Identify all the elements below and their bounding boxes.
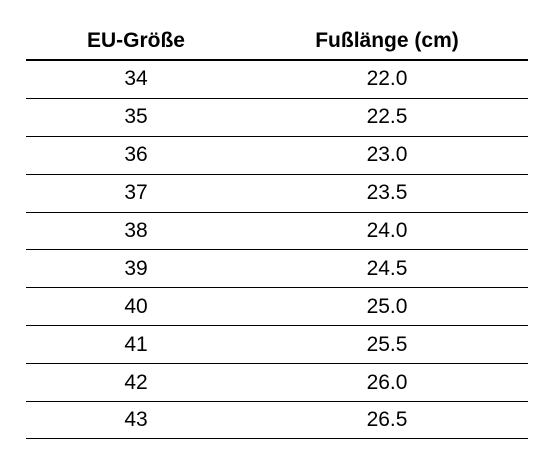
cell-eu-size: 40 [124, 294, 148, 318]
cell-foot-length: 24.5 [366, 256, 408, 280]
cell-foot-length: 25.0 [366, 294, 408, 318]
cell-eu-size: 41 [124, 332, 148, 356]
table-row: 42 26.0 [26, 363, 528, 401]
cell-eu-size: 43 [124, 407, 148, 431]
cell-eu-size: 36 [124, 143, 148, 167]
cell-eu-size: 34 [124, 67, 148, 91]
cell-eu-size: 35 [124, 105, 148, 129]
cell-eu-size: 39 [124, 256, 148, 280]
cell-eu-size: 37 [124, 181, 148, 205]
table-row: 39 24.5 [26, 249, 528, 287]
cell-foot-length: 22.5 [366, 105, 408, 129]
cell-foot-length: 23.0 [366, 143, 408, 167]
table-row: 36 23.0 [26, 135, 528, 174]
table-row: 34 22.0 [26, 60, 528, 98]
header-foot-length: Fußlänge (cm) [315, 29, 459, 52]
table-row: 43 26.5 [26, 401, 528, 439]
cell-foot-length: 26.5 [366, 407, 408, 431]
table-row: 41 25.5 [26, 325, 528, 363]
table-row: 37 23.5 [26, 173, 528, 212]
header-eu-size: EU-Größe [86, 29, 185, 52]
table-header-row: EU-Größe Fußlänge (cm) [26, 23, 528, 60]
table-body: 34 22.0 35 22.5 36 23.0 37 23.5 38 24.0 39 24.5 40 25… [26, 60, 528, 439]
cell-eu-size: 42 [124, 370, 148, 394]
cell-foot-length: 24.0 [366, 219, 408, 242]
cell-foot-length: 25.5 [366, 332, 408, 356]
cell-foot-length: 22.0 [366, 67, 408, 91]
cell-foot-length: 23.5 [366, 181, 408, 205]
table-row: 40 25.0 [26, 287, 528, 325]
cell-eu-size: 38 [124, 219, 148, 242]
table-row: 35 22.5 [26, 97, 528, 136]
size-table: EU-Größe Fußlänge (cm) 34 22.0 35 22.5 36 23.… [26, 23, 528, 439]
table-row: 38 24.0 [26, 211, 528, 250]
cell-foot-length: 26.0 [366, 370, 408, 394]
